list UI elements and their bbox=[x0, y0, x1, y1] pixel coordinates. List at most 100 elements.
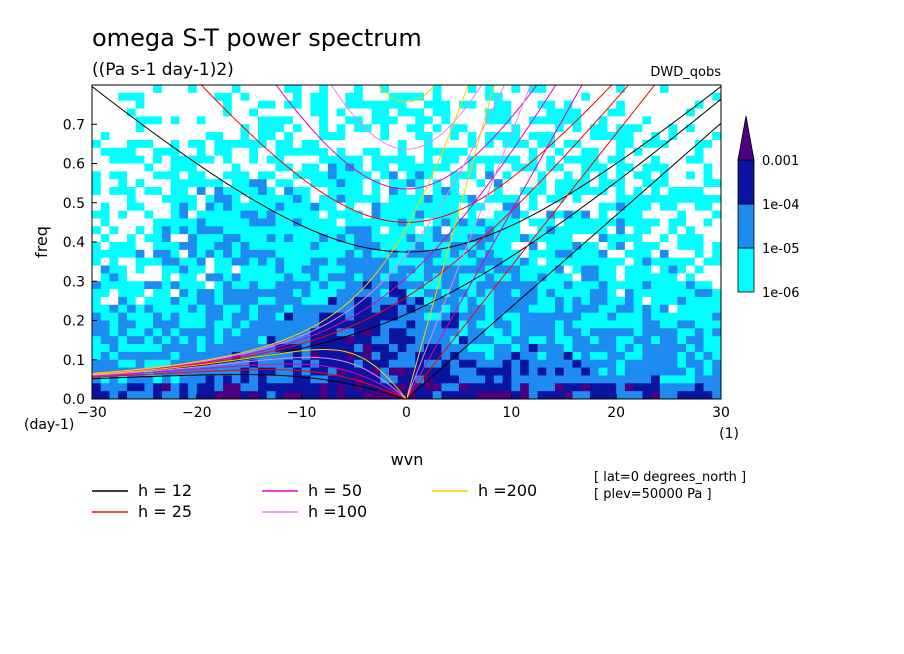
heatmap-cell bbox=[642, 249, 652, 259]
heatmap-cell bbox=[170, 202, 180, 212]
heatmap-cell bbox=[651, 257, 661, 267]
heatmap-cell bbox=[677, 92, 687, 102]
heatmap-cell bbox=[485, 163, 495, 172]
heatmap-cell bbox=[467, 108, 477, 117]
heatmap-cell bbox=[537, 375, 547, 384]
heatmap-cell bbox=[214, 85, 224, 94]
heatmap-cell bbox=[380, 375, 390, 384]
heatmap-cell bbox=[345, 265, 355, 274]
heatmap-cell bbox=[257, 296, 268, 306]
heatmap-cell bbox=[196, 375, 207, 384]
heatmap-cell bbox=[153, 383, 163, 392]
heatmap-cell bbox=[633, 304, 643, 314]
heatmap-cell bbox=[196, 336, 207, 345]
heatmap-cell bbox=[389, 155, 399, 165]
heatmap-cell bbox=[572, 202, 582, 212]
heatmap-cell bbox=[616, 304, 626, 314]
heatmap-cell bbox=[694, 124, 705, 133]
heatmap-cell bbox=[528, 289, 539, 298]
heatmap-cell bbox=[589, 155, 600, 165]
heatmap-cell bbox=[240, 147, 250, 157]
heatmap-cell bbox=[712, 391, 721, 399]
heatmap-cell bbox=[301, 124, 312, 133]
heatmap-cell bbox=[703, 296, 713, 306]
heatmap-cell bbox=[572, 273, 582, 282]
heatmap-cell bbox=[231, 163, 242, 172]
heatmap-cell bbox=[196, 234, 207, 243]
heatmap-cell bbox=[135, 375, 146, 384]
heatmap-cell bbox=[223, 85, 233, 94]
heatmap-cell bbox=[153, 296, 163, 306]
heatmap-cell bbox=[362, 351, 373, 361]
heatmap-cell bbox=[511, 265, 521, 274]
heatmap-cell bbox=[485, 359, 495, 369]
heatmap-cell bbox=[668, 116, 678, 125]
heatmap-cell bbox=[659, 171, 670, 180]
heatmap-cell bbox=[345, 351, 355, 361]
heatmap-cell bbox=[249, 179, 259, 188]
heatmap-cell bbox=[502, 336, 512, 345]
heatmap-cell bbox=[380, 242, 390, 251]
heatmap-cell bbox=[598, 171, 609, 180]
heatmap-cell bbox=[92, 100, 102, 110]
heatmap-cell bbox=[476, 124, 486, 133]
heatmap-cell bbox=[100, 108, 111, 117]
heatmap-cell bbox=[362, 124, 373, 133]
heatmap-cell bbox=[493, 210, 504, 220]
heatmap-cell bbox=[686, 242, 696, 251]
heatmap-cell bbox=[144, 179, 154, 188]
heatmap-cell bbox=[712, 132, 721, 141]
heatmap-cell bbox=[179, 218, 189, 227]
heatmap-cell bbox=[92, 210, 102, 220]
heatmap-cell bbox=[546, 273, 556, 282]
heatmap-cell bbox=[572, 312, 582, 322]
heatmap-cell bbox=[161, 351, 172, 361]
heatmap-cell bbox=[231, 210, 242, 220]
heatmap-cell bbox=[92, 359, 102, 369]
heatmap-cell bbox=[563, 289, 574, 298]
heatmap-cell bbox=[581, 234, 591, 243]
heatmap-cell bbox=[633, 265, 643, 274]
heatmap-cell bbox=[336, 210, 346, 220]
heatmap-cell bbox=[118, 210, 128, 220]
heatmap-cell bbox=[345, 320, 355, 329]
heatmap-cell bbox=[100, 312, 111, 322]
heatmap-cell bbox=[520, 202, 530, 212]
heatmap-cell bbox=[432, 359, 443, 369]
heatmap-cell bbox=[668, 108, 678, 117]
chart-title: omega S-T power spectrum bbox=[92, 24, 422, 52]
heatmap-cell bbox=[196, 344, 207, 353]
heatmap-cell bbox=[677, 132, 687, 141]
heatmap-cell bbox=[284, 242, 294, 251]
heatmap-cell bbox=[555, 218, 565, 227]
heatmap-cell bbox=[668, 304, 678, 314]
heatmap-cell bbox=[153, 257, 163, 267]
heatmap-cell bbox=[686, 147, 696, 157]
heatmap-cell bbox=[144, 289, 154, 298]
heatmap-cell bbox=[170, 85, 180, 94]
heatmap-cell bbox=[196, 124, 207, 133]
heatmap-cell bbox=[397, 304, 408, 314]
heatmap-cell bbox=[686, 249, 696, 259]
heatmap-cell bbox=[607, 132, 617, 141]
heatmap-cell bbox=[616, 147, 626, 157]
heatmap-cell bbox=[266, 202, 277, 212]
heatmap-cell bbox=[275, 85, 285, 94]
heatmap-cell bbox=[651, 312, 661, 322]
x-axis: −30 −20 −10 0 10 20 30 bbox=[77, 394, 730, 421]
heatmap-cell bbox=[423, 328, 434, 337]
heatmap-cell bbox=[310, 296, 320, 306]
heatmap-cell bbox=[336, 265, 346, 274]
heatmap-cell bbox=[694, 242, 705, 251]
heatmap-cell bbox=[362, 344, 373, 353]
heatmap-cell bbox=[677, 257, 687, 267]
heatmap-cell bbox=[450, 155, 460, 165]
heatmap-cell bbox=[336, 391, 346, 399]
heatmap-cell bbox=[319, 210, 329, 220]
heatmap-cell bbox=[528, 257, 539, 267]
heatmap-cell bbox=[144, 249, 154, 259]
heatmap-cell bbox=[528, 92, 539, 102]
heatmap-cell bbox=[336, 202, 346, 212]
heatmap-cell bbox=[703, 226, 713, 235]
heatmap-cell bbox=[109, 391, 119, 399]
